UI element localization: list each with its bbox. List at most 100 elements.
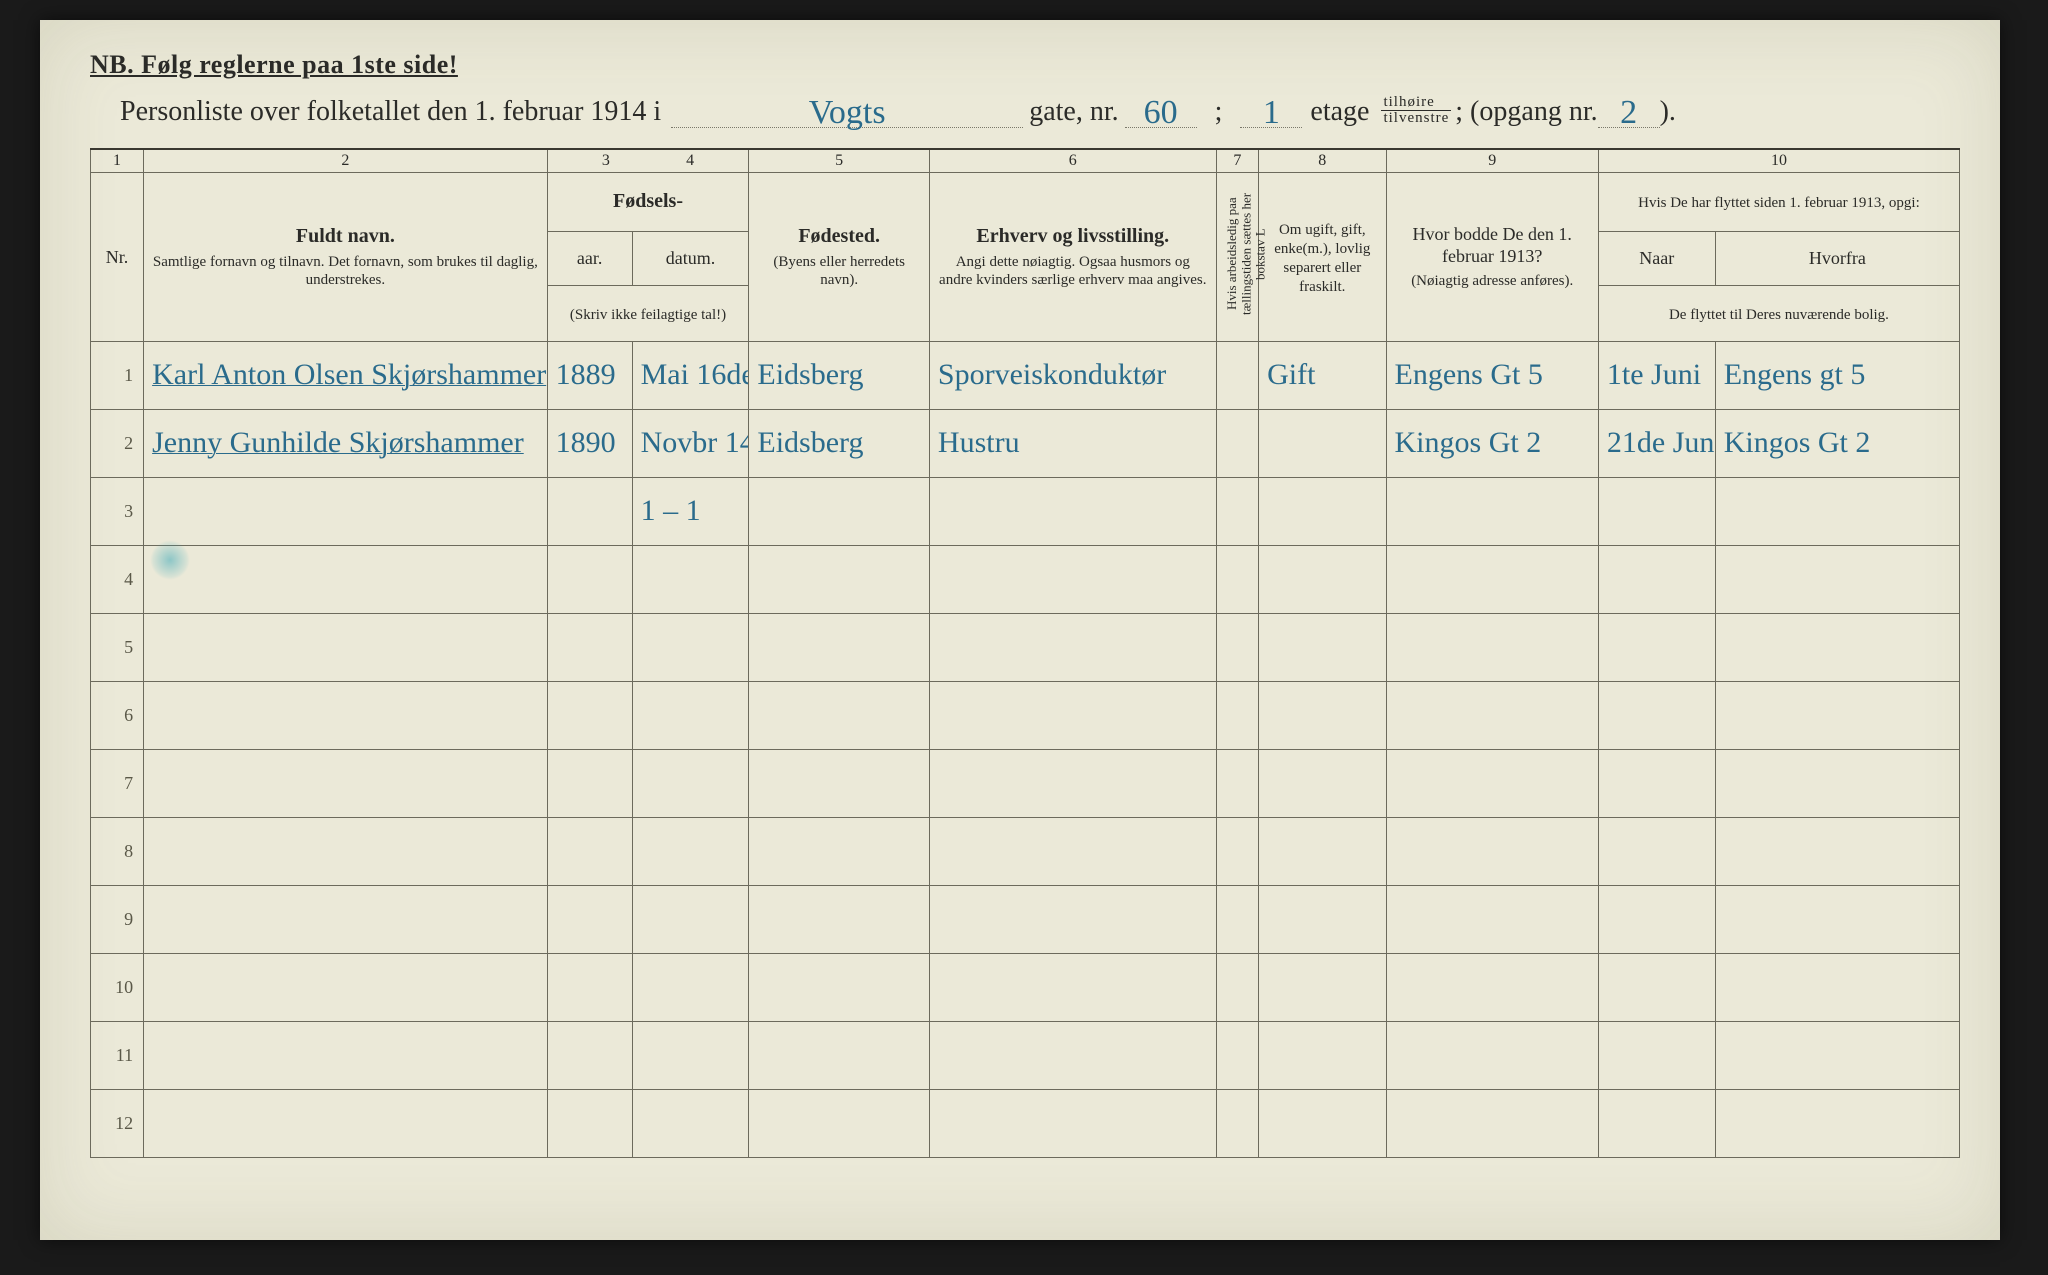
cell-nr: 4 [91,545,144,613]
nb-header: NB. Følg reglerne paa 1ste side! [90,50,1960,80]
col-unemployed-header: Hvis arbeidsledig paa tællingstiden sætt… [1216,173,1258,342]
cell-gift [1259,749,1386,817]
cell-col7 [1216,341,1258,409]
cell-erhverv [929,749,1216,817]
cell-erhverv [929,885,1216,953]
cell-hvorfra [1715,749,1959,817]
cell-datum: 1 – 1 [632,477,749,545]
cell-naar [1598,953,1715,1021]
cell-col7 [1216,613,1258,681]
cell-aar [547,681,632,749]
table-row: 7 [91,749,1960,817]
cell-hvorfra [1715,817,1959,885]
cell-datum [632,1089,749,1157]
gate-nr: 60 [1144,94,1178,131]
cell-bodde [1386,477,1598,545]
cell-fodested [749,545,930,613]
table-row: 12 [91,1089,1960,1157]
table-row: 6 [91,681,1960,749]
colnum: 10 [1598,149,1959,173]
cell-fodested [749,953,930,1021]
side-fraction: tilhøire tilvenstre [1381,95,1451,126]
cell-datum [632,681,749,749]
cell-navn [144,477,548,545]
cell-erhverv [929,681,1216,749]
cell-naar [1598,1089,1715,1157]
opgang-nr: 2 [1620,94,1637,131]
cell-hvorfra [1715,681,1959,749]
cell-bodde: Kingos Gt 2 [1386,409,1598,477]
col-marital-header: Om ugift, gift, enke(m.), lovlig separer… [1259,173,1386,342]
col-year-header: aar. [547,231,632,286]
cell-col7 [1216,817,1258,885]
col-prev-address-header: Hvor bodde De den 1. februar 1913? (Nøia… [1386,173,1598,342]
cell-aar [547,545,632,613]
cell-aar [547,613,632,681]
cell-fodested [749,477,930,545]
colnum: 6 [929,149,1216,173]
col-when-header: Naar [1598,231,1715,286]
cell-nr: 10 [91,953,144,1021]
cell-hvorfra [1715,545,1959,613]
cell-aar [547,953,632,1021]
cell-col7 [1216,409,1258,477]
cell-gift [1259,681,1386,749]
cell-hvorfra: Engens gt 5 [1715,341,1959,409]
cell-nr: 3 [91,477,144,545]
cell-bodde [1386,1089,1598,1157]
cell-navn [144,953,548,1021]
colnum: 9 [1386,149,1598,173]
cell-erhverv [929,953,1216,1021]
cell-gift [1259,1021,1386,1089]
colnum: 7 [1216,149,1258,173]
cell-datum [632,613,749,681]
table-row: 9 [91,885,1960,953]
cell-fodested [749,681,930,749]
col-occupation-header: Erhverv og livsstilling. Angi dette nøia… [929,173,1216,342]
cell-aar [547,1089,632,1157]
cell-bodde: Engens Gt 5 [1386,341,1598,409]
cell-datum [632,953,749,1021]
cell-nr: 5 [91,613,144,681]
cell-col7 [1216,885,1258,953]
table-head: 1 2 34 5 6 7 8 9 10 Nr. Fuldt navn. Samt… [91,149,1960,341]
ink-smudge [150,540,190,580]
cell-erhverv [929,477,1216,545]
cell-naar [1598,885,1715,953]
cell-nr: 7 [91,749,144,817]
cell-col7 [1216,953,1258,1021]
cell-aar [547,885,632,953]
cell-navn [144,1089,548,1157]
cell-nr: 2 [91,409,144,477]
col-birth-sub: (Skriv ikke feilagtige tal!) [547,286,749,341]
cell-datum: Novbr 14de [632,409,749,477]
cell-erhverv [929,817,1216,885]
cell-naar [1598,613,1715,681]
title-line: Personliste over folketallet den 1. febr… [120,92,1960,128]
table-row: 8 [91,817,1960,885]
cell-bodde [1386,545,1598,613]
cell-gift [1259,885,1386,953]
cell-aar [547,1021,632,1089]
table-body: 1Karl Anton Olsen Skjørshammer1889Mai 16… [91,341,1960,1157]
table-row: 3 1 – 1 [91,477,1960,545]
table-row: 10 [91,953,1960,1021]
cell-nr: 8 [91,817,144,885]
table-row: 11 [91,1021,1960,1089]
cell-navn [144,681,548,749]
cell-col7 [1216,1021,1258,1089]
cell-col7 [1216,545,1258,613]
cell-erhverv: Sporveiskonduktør [929,341,1216,409]
cell-datum [632,817,749,885]
cell-datum [632,1021,749,1089]
cell-fodested [749,817,930,885]
cell-gift [1259,613,1386,681]
cell-hvorfra [1715,885,1959,953]
cell-nr: 12 [91,1089,144,1157]
column-numbers-row: 1 2 34 5 6 7 8 9 10 [91,149,1960,173]
cell-navn: Jenny Gunhilde Skjørshammer [144,409,548,477]
col-date-header: datum. [632,231,749,286]
cell-navn [144,1021,548,1089]
cell-fodested: Eidsberg [749,409,930,477]
cell-aar [547,749,632,817]
